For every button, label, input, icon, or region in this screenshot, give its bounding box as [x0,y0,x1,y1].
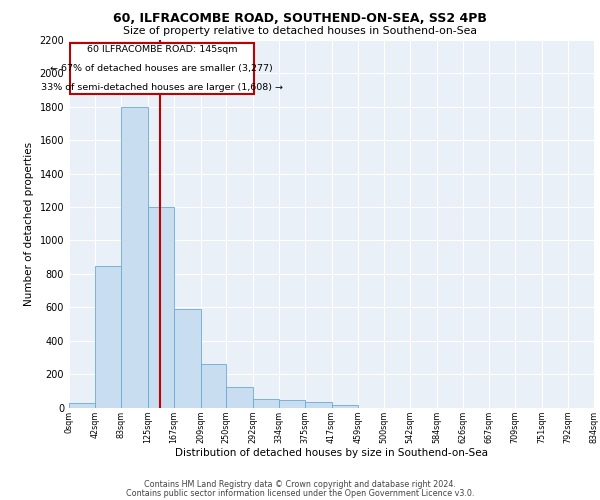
X-axis label: Distribution of detached houses by size in Southend-on-Sea: Distribution of detached houses by size … [175,448,488,458]
Bar [331,405,358,407]
Bar [69,404,95,407]
Bar [200,364,226,408]
Bar [148,207,174,408]
Bar [279,400,305,407]
Bar [226,386,253,407]
Bar [121,107,148,408]
Text: Contains HM Land Registry data © Crown copyright and database right 2024.: Contains HM Land Registry data © Crown c… [144,480,456,489]
Text: 60, ILFRACOMBE ROAD, SOUTHEND-ON-SEA, SS2 4PB: 60, ILFRACOMBE ROAD, SOUTHEND-ON-SEA, SS… [113,12,487,26]
Bar [305,402,331,407]
Bar [95,266,121,408]
Text: 33% of semi-detached houses are larger (1,608) →: 33% of semi-detached houses are larger (… [41,83,283,92]
Text: ← 67% of detached houses are smaller (3,277): ← 67% of detached houses are smaller (3,… [50,64,273,73]
Bar [253,399,279,407]
Text: Size of property relative to detached houses in Southend-on-Sea: Size of property relative to detached ho… [123,26,477,36]
Text: Contains public sector information licensed under the Open Government Licence v3: Contains public sector information licen… [126,488,474,498]
Bar [70,42,254,94]
Y-axis label: Number of detached properties: Number of detached properties [24,142,34,306]
Text: 60 ILFRACOMBE ROAD: 145sqm: 60 ILFRACOMBE ROAD: 145sqm [86,45,237,54]
Bar [174,309,200,408]
